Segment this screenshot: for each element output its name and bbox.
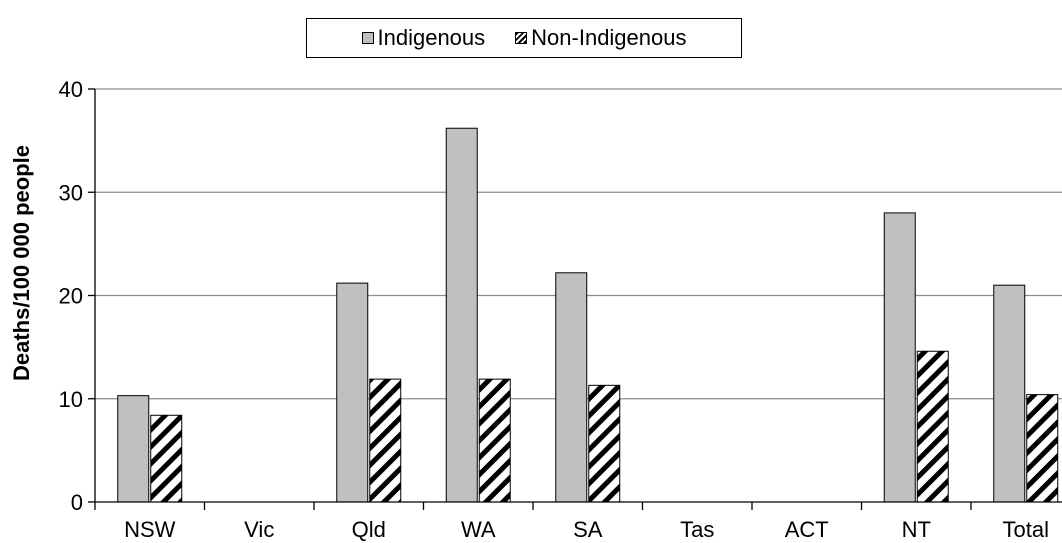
bar-non-indigenous-nt — [916, 350, 949, 503]
x-tick-label-vic: Vic — [244, 517, 274, 542]
x-tick-label-sa: SA — [573, 517, 603, 542]
x-tick-label-nt: NT — [902, 517, 931, 542]
x-tick-label-wa: WA — [461, 517, 496, 542]
bar-non-indigenous-sa — [588, 384, 621, 503]
bar-non-indigenous-total — [1026, 394, 1059, 503]
legend-swatch-non-indigenous — [515, 32, 528, 44]
x-tick-label-act: ACT — [785, 517, 829, 542]
legend-label-non-indigenous: Non-Indigenous — [531, 25, 687, 50]
y-tick-label: 10 — [59, 387, 83, 412]
y-tick-label: 20 — [59, 284, 83, 309]
legend-item-non-indigenous: Non-Indigenous — [515, 25, 687, 51]
x-tick-label-total: Total — [1003, 517, 1049, 542]
axes: 0 10 20 30 40 NSW Vic Qld WA SA Tas ACT NT Total — [59, 77, 1062, 542]
bar-indigenous-total — [993, 284, 1026, 503]
legend-item-indigenous: Indigenous — [361, 25, 486, 51]
legend-label-indigenous: Indigenous — [377, 25, 486, 50]
bar-indigenous-nsw — [117, 395, 150, 503]
y-tick-label: 0 — [71, 490, 83, 515]
x-tick-label-tas: Tas — [680, 517, 714, 542]
y-tick-label: 30 — [59, 180, 83, 205]
bar-indigenous-qld — [336, 282, 369, 503]
bar-non-indigenous-qld — [369, 378, 402, 503]
bar-non-indigenous-nsw — [150, 414, 183, 503]
x-tick-label-nsw: NSW — [124, 517, 176, 542]
bar-non-indigenous-wa — [478, 378, 511, 503]
bars — [117, 127, 1059, 503]
bar-indigenous-nt — [883, 212, 916, 503]
bar-indigenous-wa — [445, 127, 478, 503]
x-tick-label-qld: Qld — [352, 517, 386, 542]
y-tick-label: 40 — [59, 77, 83, 102]
legend: Indigenous Non-Indigenous — [306, 18, 742, 58]
bar-indigenous-sa — [555, 272, 588, 503]
legend-swatch-indigenous — [361, 32, 374, 44]
